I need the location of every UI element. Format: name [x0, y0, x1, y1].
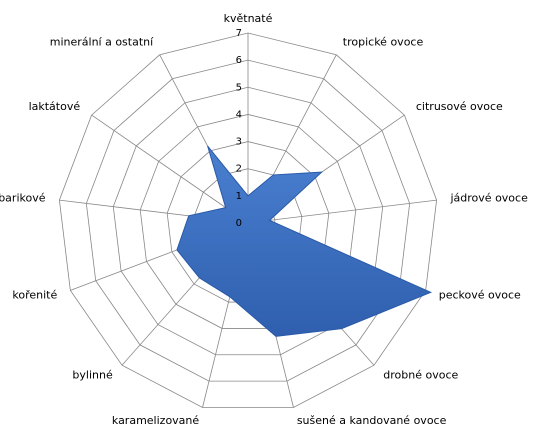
- category-label: jádrové ovoce: [450, 191, 529, 204]
- grid-ring: [112, 86, 384, 356]
- category-label: kořenité: [12, 288, 57, 301]
- category-label: květnaté: [224, 12, 273, 25]
- axis-spoke: [91, 114, 249, 224]
- category-label: drobné ovoce: [383, 369, 458, 382]
- grid-ring: [85, 59, 411, 382]
- tick-label: 7: [236, 28, 242, 39]
- category-label: bylinné: [72, 369, 113, 382]
- tick-label: 6: [236, 55, 242, 66]
- tick-label: 2: [236, 164, 242, 175]
- category-label: laktátové: [29, 100, 81, 113]
- data-area: [176, 145, 433, 337]
- tick-label: 0: [236, 218, 242, 229]
- axis-spoke: [247, 199, 437, 224]
- grid-ring: [139, 114, 357, 329]
- category-label: sušené a kandované ovoce: [297, 414, 447, 425]
- tick-label: 1: [236, 191, 242, 202]
- category-label: citrusové ovoce: [416, 100, 503, 113]
- category-label: barikové: [0, 191, 46, 204]
- grid-ring: [58, 32, 438, 408]
- tick-label: 5: [236, 82, 242, 93]
- category-label: tropické ovoce: [343, 35, 424, 48]
- tick-label: 4: [236, 109, 242, 120]
- tick-label: 3: [236, 137, 242, 148]
- category-label: peckové ovoce: [439, 288, 521, 301]
- category-label: minerální a ostatní: [50, 35, 154, 48]
- category-label: karamelizované: [112, 414, 200, 425]
